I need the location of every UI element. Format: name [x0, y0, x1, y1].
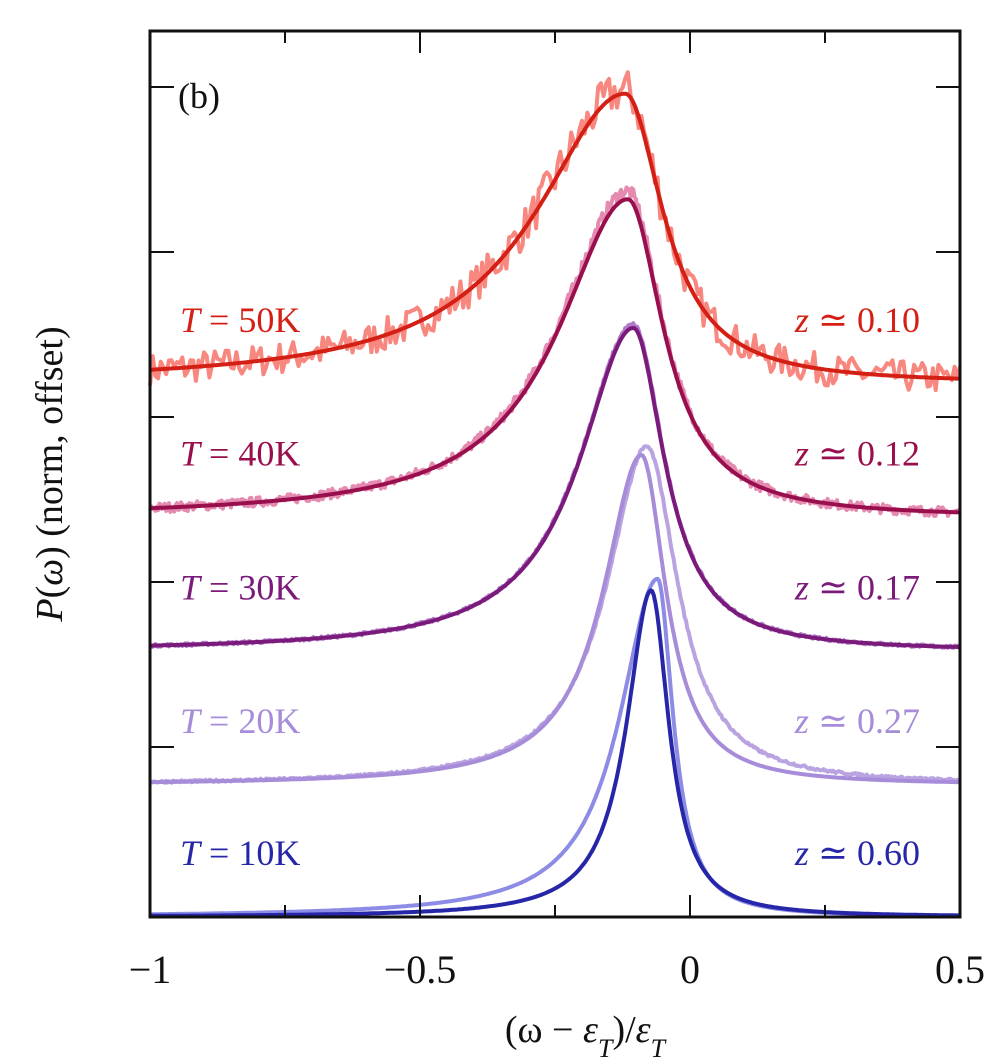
- x-tick-label: 0.5: [935, 947, 985, 992]
- temperature-label-t-20k: T = 20K: [180, 701, 300, 741]
- fit-curve-t-40k: [150, 197, 961, 515]
- fit-curve-t-20k: [150, 452, 961, 785]
- x-tick-label: 0: [680, 947, 700, 992]
- fit-curve-t-50k: [149, 91, 961, 381]
- x-axis-label: (ω − εT)/εT: [505, 1009, 667, 1061]
- x-tick-label: −1: [129, 947, 172, 992]
- annotation-layer: T = 50K z ≃ 0.10 T = 40K z ≃ 0.12 T = 30K z ≃…: [180, 300, 920, 873]
- panel-label: (b): [178, 76, 220, 116]
- temperature-label-t-40k: T = 40K: [180, 434, 300, 474]
- curves-layer: [148, 70, 962, 918]
- z-label-t-50k: z ≃ 0.10: [794, 300, 920, 340]
- z-label-t-10k: z ≃ 0.60: [794, 833, 920, 873]
- z-label-t-20k: z ≃ 0.27: [794, 701, 920, 741]
- temperature-label-t-50k: T = 50K: [180, 300, 300, 340]
- axes-layer: −1 −0.5 0 0.5: [129, 29, 985, 992]
- x-tick-label: −0.5: [384, 947, 457, 992]
- temperature-label-t-10k: T = 10K: [180, 833, 300, 873]
- plot-frame: [148, 29, 962, 919]
- z-label-t-40k: z ≃ 0.12: [794, 434, 920, 474]
- y-axis-label: P(ω) (norm, offset): [29, 326, 71, 622]
- temperature-label-t-30k: T = 30K: [180, 567, 300, 607]
- fit-curve-t-30k: [150, 325, 961, 650]
- z-label-t-30k: z ≃ 0.17: [794, 567, 920, 607]
- experimental-curve-t-50k: [148, 70, 962, 393]
